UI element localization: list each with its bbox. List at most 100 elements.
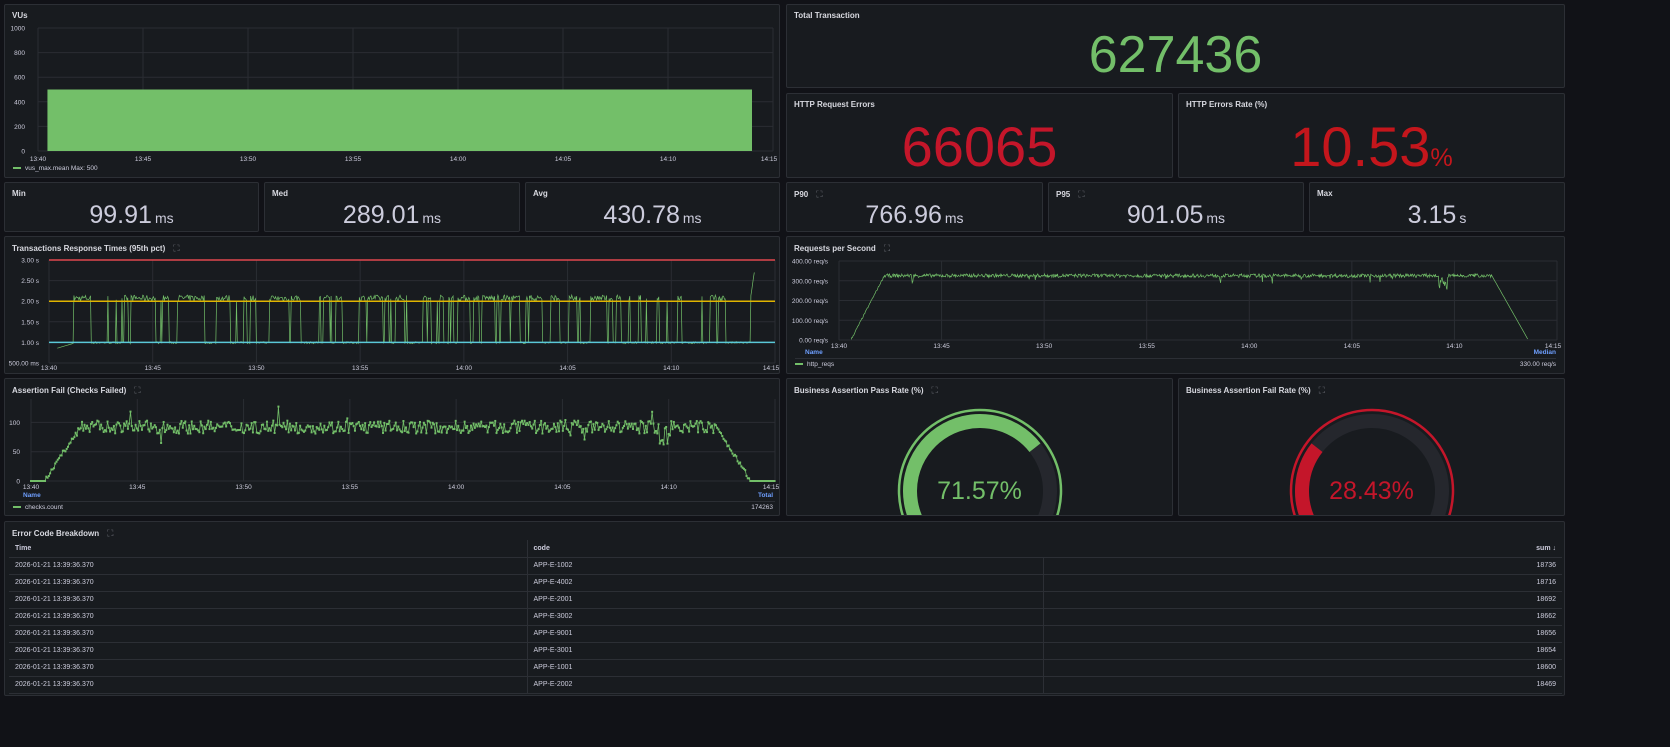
table-row[interactable]: 2026-01-21 13:39:36.370 APP-E-9001 18656 bbox=[9, 625, 1562, 643]
table-row[interactable]: 2026-01-21 13:39:36.370 APP-E-3002 18662 bbox=[9, 608, 1562, 626]
expand-icon[interactable]: ⛶ bbox=[134, 385, 141, 395]
checks-point bbox=[388, 419, 391, 422]
checks-point bbox=[481, 425, 484, 428]
checks-point bbox=[190, 420, 193, 423]
stat-panel-min: Min 99.91 ms bbox=[4, 182, 259, 232]
checks-point bbox=[635, 429, 638, 432]
checks-point bbox=[338, 430, 341, 433]
checks-point bbox=[120, 431, 123, 434]
checks-point bbox=[598, 426, 601, 429]
legend-header-total[interactable]: Total bbox=[757, 492, 773, 499]
cell-blank bbox=[1042, 625, 1190, 643]
table-row[interactable]: 2026-01-21 13:39:36.370 APP-E-2002 18469 bbox=[9, 676, 1562, 694]
table-row[interactable]: 2026-01-21 13:39:36.370 APP-E-3001 18654 bbox=[9, 642, 1562, 660]
table-row[interactable]: 2026-01-21 13:39:36.370 APP-E-4002 18716 bbox=[9, 574, 1562, 592]
checks-point bbox=[50, 468, 53, 471]
checks-point bbox=[384, 429, 387, 432]
checks-point bbox=[156, 432, 159, 435]
checks-point bbox=[92, 425, 95, 428]
legend-header-median[interactable]: Median bbox=[1533, 349, 1556, 356]
table-row[interactable]: 2026-01-21 13:39:36.370 APP-E-1001 18600 bbox=[9, 659, 1562, 677]
checks-point bbox=[695, 420, 698, 423]
checks-point bbox=[138, 420, 141, 423]
cell-code: APP-E-3002 bbox=[526, 608, 1043, 626]
x-tick-label: 14:10 bbox=[661, 484, 678, 491]
checks-point bbox=[517, 420, 520, 423]
cell-blank bbox=[1042, 642, 1190, 660]
checks-point bbox=[313, 430, 316, 433]
checks-point bbox=[89, 422, 92, 425]
checks-point bbox=[633, 422, 636, 425]
checks-point bbox=[504, 430, 507, 433]
column-header-time[interactable]: Time bbox=[9, 540, 527, 558]
checks-point bbox=[717, 428, 720, 431]
expand-icon[interactable]: ⛶ bbox=[107, 528, 114, 538]
table-row[interactable]: 2026-01-21 13:39:36.370 APP-E-2001 18692 bbox=[9, 591, 1562, 609]
checks-point bbox=[583, 438, 586, 441]
checks-point bbox=[448, 425, 451, 428]
legend-header-name[interactable]: Name bbox=[23, 492, 41, 499]
checks-point bbox=[60, 454, 63, 457]
checks-point bbox=[116, 421, 119, 424]
legend-item[interactable]: checks.count bbox=[13, 504, 63, 511]
gauge-threshold-ring bbox=[897, 408, 1063, 515]
checks-point bbox=[685, 425, 688, 428]
y-tick-label: 1.50 s bbox=[21, 319, 39, 326]
expand-icon[interactable]: ⛶ bbox=[1078, 189, 1085, 199]
checks-point bbox=[100, 423, 103, 426]
checks-point bbox=[681, 431, 684, 434]
checks-point bbox=[689, 420, 692, 423]
checks-point bbox=[318, 428, 321, 431]
checks-point bbox=[345, 420, 348, 423]
x-tick-label: 14:00 bbox=[456, 365, 473, 372]
checks-point bbox=[536, 429, 539, 432]
checks-point bbox=[640, 421, 643, 424]
stat-value: 430.78 ms bbox=[603, 201, 702, 229]
expand-icon[interactable]: ⛶ bbox=[816, 189, 823, 199]
checks-point bbox=[314, 432, 317, 435]
checks-point bbox=[708, 422, 711, 425]
checks-point bbox=[61, 449, 64, 452]
checks-point bbox=[46, 476, 49, 479]
checks-point bbox=[278, 423, 281, 426]
checks-point bbox=[467, 431, 470, 434]
legend-item[interactable]: http_reqs bbox=[795, 361, 834, 368]
checks-point bbox=[348, 422, 351, 425]
cell-sum: 18600 bbox=[1189, 659, 1562, 677]
total-transaction-panel: Total Transaction 627436 bbox=[786, 4, 1565, 88]
checks-point bbox=[461, 429, 464, 432]
legend-swatch bbox=[13, 167, 21, 170]
checks-point bbox=[385, 423, 388, 426]
column-header-sum[interactable]: sum ↓ bbox=[1189, 540, 1562, 558]
checks-point bbox=[662, 443, 665, 446]
legend-item[interactable]: vus_max.mean Max: 500 bbox=[13, 165, 98, 172]
legend-header-name[interactable]: Name bbox=[805, 349, 823, 356]
vus-panel: VUs 1000 800 600 400 200 0 13:40 13:45 13:50 13:5… bbox=[4, 4, 780, 178]
y-tick-label: 1000 bbox=[11, 26, 26, 33]
checks-point bbox=[285, 428, 288, 431]
checks-point bbox=[123, 422, 126, 425]
checks-point bbox=[538, 424, 541, 427]
table-row[interactable]: 2026-01-21 13:39:36.370 APP-E-1002 18736 bbox=[9, 557, 1562, 575]
cell-blank bbox=[1042, 557, 1190, 575]
checks-point bbox=[264, 428, 267, 431]
checks-point bbox=[52, 467, 55, 470]
expand-icon[interactable]: ⛶ bbox=[173, 243, 180, 253]
checks-point bbox=[404, 426, 407, 429]
x-tick-label: 14:10 bbox=[660, 156, 677, 163]
checks-point bbox=[207, 419, 210, 422]
cell-time: 2026-01-21 13:39:36.370 bbox=[9, 591, 527, 609]
checks-point bbox=[77, 427, 80, 430]
column-header-code[interactable]: code bbox=[526, 540, 1043, 558]
stat-panel-p90: P90 ⛶ 766.96 ms bbox=[786, 182, 1043, 232]
checks-point bbox=[251, 431, 254, 434]
checks-point bbox=[507, 431, 510, 434]
checks-point bbox=[161, 427, 164, 430]
cell-time: 2026-01-21 13:39:36.370 bbox=[9, 557, 527, 575]
checks-point bbox=[572, 423, 575, 426]
expand-icon[interactable]: ⛶ bbox=[931, 385, 938, 395]
expand-icon[interactable]: ⛶ bbox=[1318, 385, 1325, 395]
expand-icon[interactable]: ⛶ bbox=[883, 243, 891, 253]
checks-point bbox=[277, 405, 280, 408]
checks-point bbox=[239, 428, 242, 431]
